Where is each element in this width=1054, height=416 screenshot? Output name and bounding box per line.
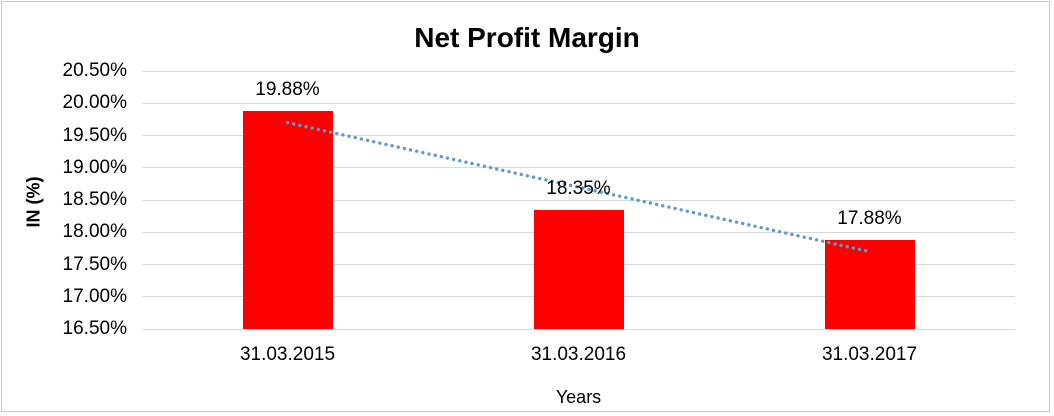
gridline: [142, 328, 1015, 330]
gridline: [142, 199, 1015, 201]
gridline: [142, 70, 1015, 72]
gridline: [142, 167, 1015, 169]
gridline: [142, 102, 1015, 104]
x-axis-tick-label: 31.03.2015: [239, 344, 336, 365]
trendline: [285, 120, 872, 254]
x-axis-title: Years: [555, 387, 602, 407]
y-axis-tick-label: 16.50%: [62, 318, 127, 339]
data-label: 17.88%: [837, 207, 902, 229]
chart-title: Net Profit Margin: [414, 22, 640, 53]
plot-area: 19.88% 18.35% 17.88%: [142, 70, 1015, 330]
y-axis-tick-label: 20.00%: [62, 92, 127, 114]
x-axis-tick-label: 31.03.2016: [530, 344, 627, 365]
y-axis-tick-label: 19.00%: [62, 156, 127, 178]
data-label: 19.88%: [255, 78, 320, 100]
y-axis-tick-label: 19.50%: [62, 124, 127, 146]
bar: [533, 209, 624, 329]
y-axis-tick-label: 18.50%: [62, 189, 127, 210]
bar: [242, 111, 333, 329]
gridline: [142, 135, 1015, 136]
y-axis-tick-label: 17.00%: [62, 285, 127, 307]
bar: [824, 240, 915, 329]
y-axis-tick-label: 18.00%: [62, 221, 127, 243]
y-axis-tick-label: 17.50%: [62, 253, 127, 275]
x-axis-tick-label: 31.03.2017: [821, 344, 918, 365]
y-axis-tick-label: 20.50%: [62, 60, 127, 81]
data-label: 18.35%: [546, 177, 611, 199]
